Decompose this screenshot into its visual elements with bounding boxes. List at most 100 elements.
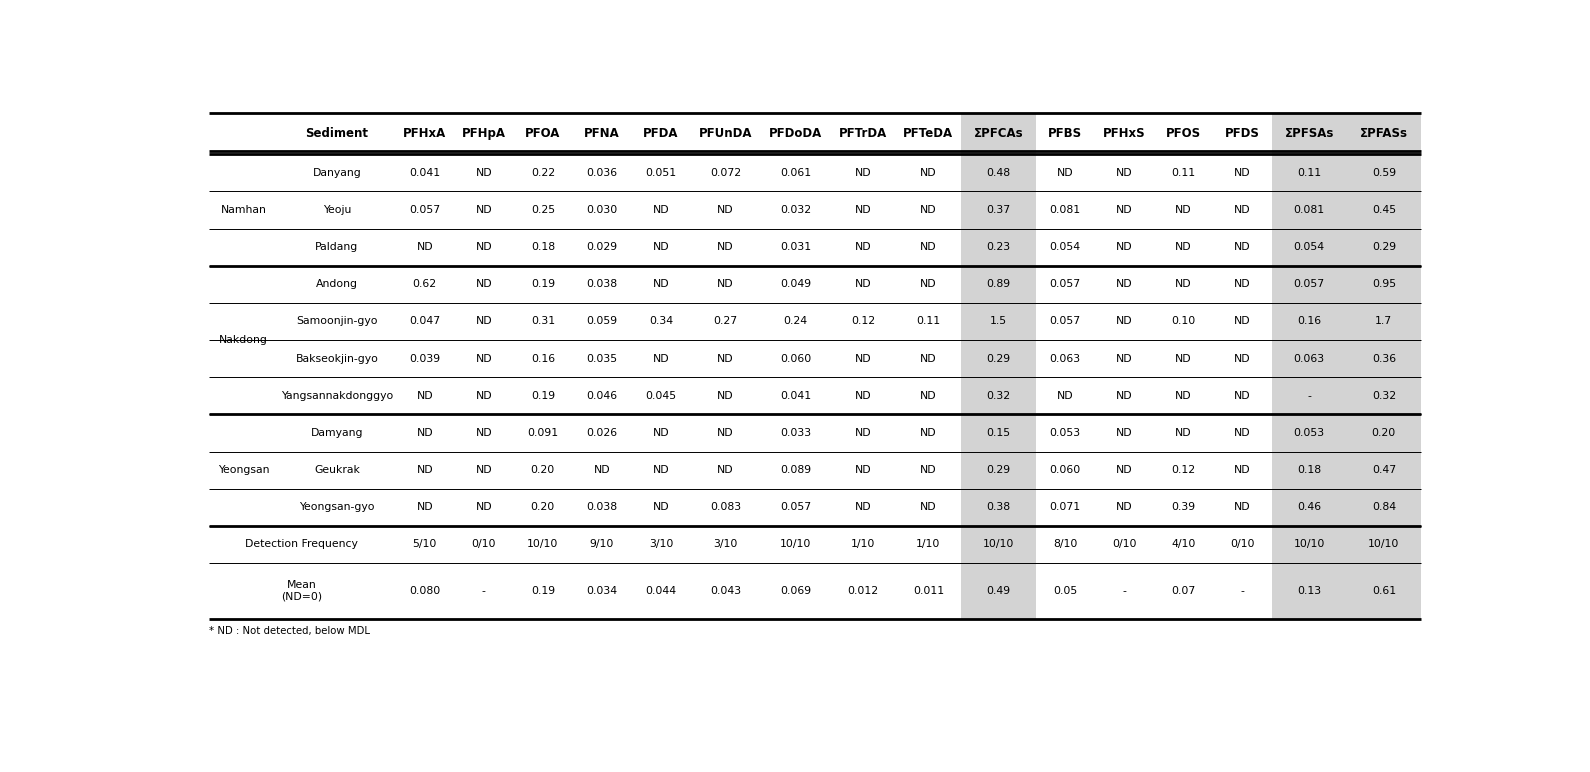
Text: PFBS: PFBS	[1048, 127, 1083, 141]
Text: Yeongsan-gyo: Yeongsan-gyo	[299, 503, 375, 513]
Text: ND: ND	[475, 428, 491, 438]
Text: 0.95: 0.95	[1372, 279, 1396, 290]
Text: -: -	[1240, 586, 1245, 596]
Text: 0.39: 0.39	[1172, 503, 1196, 513]
Text: 0.18: 0.18	[1297, 465, 1321, 475]
Text: 0.32: 0.32	[986, 391, 1010, 401]
Text: ND: ND	[1116, 354, 1132, 364]
Text: 0.054: 0.054	[1049, 242, 1081, 252]
Text: 0.15: 0.15	[986, 428, 1010, 438]
Text: 0.041: 0.041	[409, 168, 440, 178]
Text: ND: ND	[1057, 168, 1073, 178]
Text: ND: ND	[921, 391, 937, 401]
Text: 0.24: 0.24	[784, 317, 808, 327]
Text: ΣPFCAs: ΣPFCAs	[973, 127, 1022, 141]
Text: PFHxA: PFHxA	[402, 127, 447, 141]
Text: PFNA: PFNA	[584, 127, 620, 141]
Text: 5/10: 5/10	[412, 540, 437, 550]
Text: -: -	[482, 586, 485, 596]
Text: ND: ND	[652, 354, 669, 364]
Text: ND: ND	[921, 503, 937, 513]
Text: 0.89: 0.89	[986, 279, 1010, 290]
Text: 9/10: 9/10	[590, 540, 614, 550]
Text: 8/10: 8/10	[1053, 540, 1078, 550]
Text: ND: ND	[855, 354, 871, 364]
Text: 0.081: 0.081	[1049, 205, 1081, 215]
Text: 0.044: 0.044	[646, 586, 676, 596]
Text: 0.041: 0.041	[779, 391, 811, 401]
Text: ND: ND	[1116, 503, 1132, 513]
Text: ND: ND	[1057, 391, 1073, 401]
Text: 0.23: 0.23	[986, 242, 1010, 252]
Text: 0.063: 0.063	[1049, 354, 1081, 364]
Text: 0.043: 0.043	[709, 586, 741, 596]
Text: 0.083: 0.083	[709, 503, 741, 513]
Text: ND: ND	[652, 465, 669, 475]
Text: 0.026: 0.026	[587, 428, 617, 438]
Text: ΣPFASs: ΣPFASs	[1359, 127, 1407, 141]
Text: Sediment: Sediment	[305, 127, 369, 141]
Text: PFDA: PFDA	[644, 127, 679, 141]
Text: ND: ND	[855, 242, 871, 252]
Text: 0.057: 0.057	[779, 503, 811, 513]
Text: Bakseokjin-gyo: Bakseokjin-gyo	[296, 354, 378, 364]
Text: 0.29: 0.29	[1372, 242, 1396, 252]
Text: 0.34: 0.34	[649, 317, 673, 327]
Text: 0.49: 0.49	[986, 586, 1010, 596]
Text: 0.091: 0.091	[528, 428, 558, 438]
Text: ND: ND	[855, 391, 871, 401]
Text: 0.029: 0.029	[587, 242, 617, 252]
Text: 0.47: 0.47	[1372, 465, 1396, 475]
Text: 1/10: 1/10	[851, 540, 875, 550]
Text: ND: ND	[1234, 354, 1251, 364]
Text: ND: ND	[1234, 205, 1251, 215]
Text: ND: ND	[1116, 465, 1132, 475]
Text: 0.046: 0.046	[587, 391, 617, 401]
Text: 0.20: 0.20	[531, 465, 555, 475]
Text: 0.11: 0.11	[916, 317, 940, 327]
Text: ND: ND	[1234, 428, 1251, 438]
Text: ND: ND	[1234, 242, 1251, 252]
Text: ND: ND	[475, 317, 491, 327]
Text: 0.05: 0.05	[1053, 586, 1078, 596]
Text: ND: ND	[475, 168, 491, 178]
Text: ND: ND	[717, 205, 735, 215]
Text: 0.039: 0.039	[409, 354, 440, 364]
Text: 0.057: 0.057	[1294, 279, 1324, 290]
Text: 0.45: 0.45	[1372, 205, 1396, 215]
Text: 0.62: 0.62	[413, 279, 437, 290]
Text: 0.035: 0.035	[587, 354, 617, 364]
Text: ND: ND	[652, 428, 669, 438]
Text: ND: ND	[1116, 205, 1132, 215]
Text: 0/10: 0/10	[1231, 540, 1255, 550]
Bar	[1272, 113, 1347, 618]
Text: ND: ND	[475, 391, 491, 401]
Text: PFDS: PFDS	[1224, 127, 1259, 141]
Text: 0.22: 0.22	[531, 168, 555, 178]
Text: 0.051: 0.051	[646, 168, 676, 178]
Text: 0.011: 0.011	[913, 586, 944, 596]
Text: 3/10: 3/10	[649, 540, 673, 550]
Text: ND: ND	[855, 465, 871, 475]
Text: 0.031: 0.031	[779, 242, 811, 252]
Text: 10/10: 10/10	[983, 540, 1014, 550]
Text: 4/10: 4/10	[1172, 540, 1196, 550]
Text: 0.20: 0.20	[531, 503, 555, 513]
Text: 1/10: 1/10	[916, 540, 941, 550]
Text: 0.07: 0.07	[1172, 586, 1196, 596]
Text: ND: ND	[1234, 503, 1251, 513]
Text: 0.84: 0.84	[1372, 503, 1396, 513]
Text: ND: ND	[1116, 428, 1132, 438]
Text: 0.19: 0.19	[531, 586, 555, 596]
Text: 0.18: 0.18	[531, 242, 555, 252]
Text: -: -	[1123, 586, 1126, 596]
Text: ND: ND	[1234, 168, 1251, 178]
Text: PFDoDA: PFDoDA	[770, 127, 822, 141]
Text: Samoonjin-gyo: Samoonjin-gyo	[296, 317, 377, 327]
Text: PFUnDA: PFUnDA	[698, 127, 752, 141]
Text: ND: ND	[855, 279, 871, 290]
Text: PFHxS: PFHxS	[1103, 127, 1145, 141]
Text: 0.057: 0.057	[1049, 317, 1081, 327]
Text: 0.46: 0.46	[1297, 503, 1321, 513]
Text: 0.19: 0.19	[531, 279, 555, 290]
